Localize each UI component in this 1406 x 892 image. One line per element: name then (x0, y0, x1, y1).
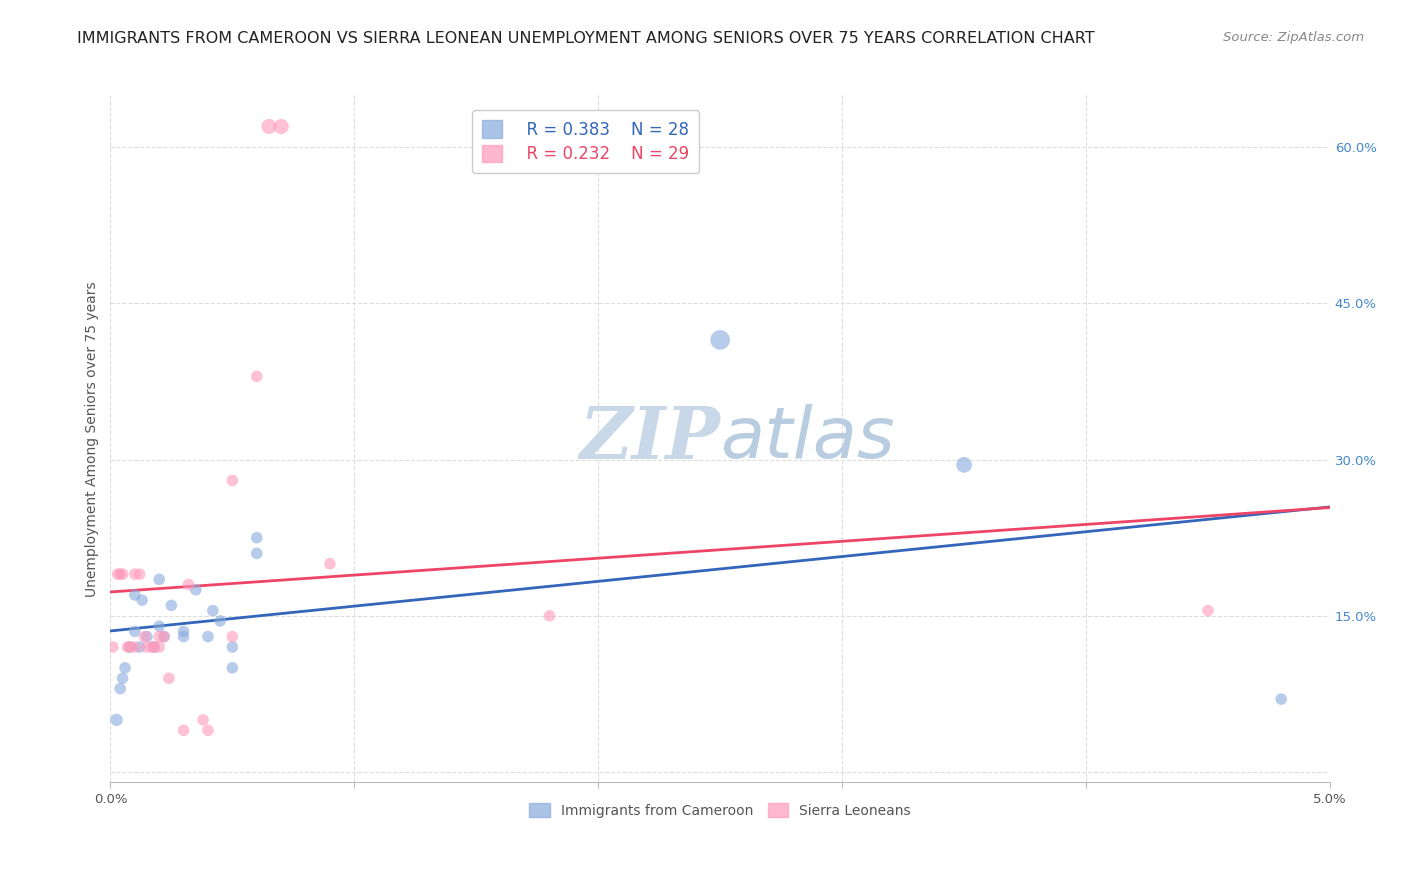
Point (1197, 604, 1219, 618)
Point (148, 630, 170, 644)
Text: atlas: atlas (720, 404, 894, 474)
Point (1270, 692, 1292, 706)
Point (136, 630, 159, 644)
Point (124, 624, 146, 639)
Point (128, 640, 150, 654)
Point (184, 582, 207, 597)
Point (111, 567, 134, 582)
Point (124, 588, 146, 602)
Point (143, 640, 166, 654)
Point (160, 599, 183, 613)
Point (153, 630, 176, 644)
Point (128, 567, 150, 582)
Point (105, 713, 128, 727)
Point (191, 713, 214, 727)
Legend: Immigrants from Cameroon, Sierra Leoneans: Immigrants from Cameroon, Sierra Leonean… (524, 797, 917, 823)
Point (257, 120, 280, 134)
Point (246, 531, 269, 545)
Point (131, 593, 153, 607)
Point (118, 640, 141, 654)
Point (209, 614, 232, 628)
Point (124, 640, 146, 654)
Point (108, 567, 131, 582)
Point (221, 474, 243, 488)
Point (157, 671, 180, 685)
Point (177, 577, 200, 591)
Point (111, 671, 134, 685)
Point (319, 557, 342, 571)
Point (153, 630, 176, 644)
Point (101, 640, 124, 654)
Point (538, 608, 561, 623)
Point (197, 723, 219, 738)
Point (246, 369, 269, 384)
Point (143, 640, 166, 654)
Point (246, 546, 269, 560)
Point (148, 640, 170, 654)
Point (953, 458, 976, 472)
Point (173, 624, 195, 639)
Point (141, 640, 163, 654)
Point (148, 572, 170, 586)
Point (221, 661, 243, 675)
Point (134, 630, 156, 644)
Y-axis label: Unemployment Among Seniors over 75 years: Unemployment Among Seniors over 75 years (86, 281, 100, 597)
Point (107, 567, 129, 582)
Point (173, 723, 195, 738)
Point (173, 630, 195, 644)
Point (221, 640, 243, 654)
Point (118, 640, 141, 654)
Point (108, 681, 131, 696)
Text: ZIP: ZIP (579, 403, 720, 475)
Point (709, 333, 731, 347)
Text: Source: ZipAtlas.com: Source: ZipAtlas.com (1223, 31, 1364, 45)
Point (136, 640, 159, 654)
Point (221, 630, 243, 644)
Text: IMMIGRANTS FROM CAMEROON VS SIERRA LEONEAN UNEMPLOYMENT AMONG SENIORS OVER 75 YE: IMMIGRANTS FROM CAMEROON VS SIERRA LEONE… (77, 31, 1095, 46)
Point (197, 630, 219, 644)
Point (124, 567, 146, 582)
Point (201, 604, 224, 618)
Point (270, 120, 292, 134)
Point (148, 619, 170, 633)
Point (117, 640, 139, 654)
Point (114, 661, 136, 675)
